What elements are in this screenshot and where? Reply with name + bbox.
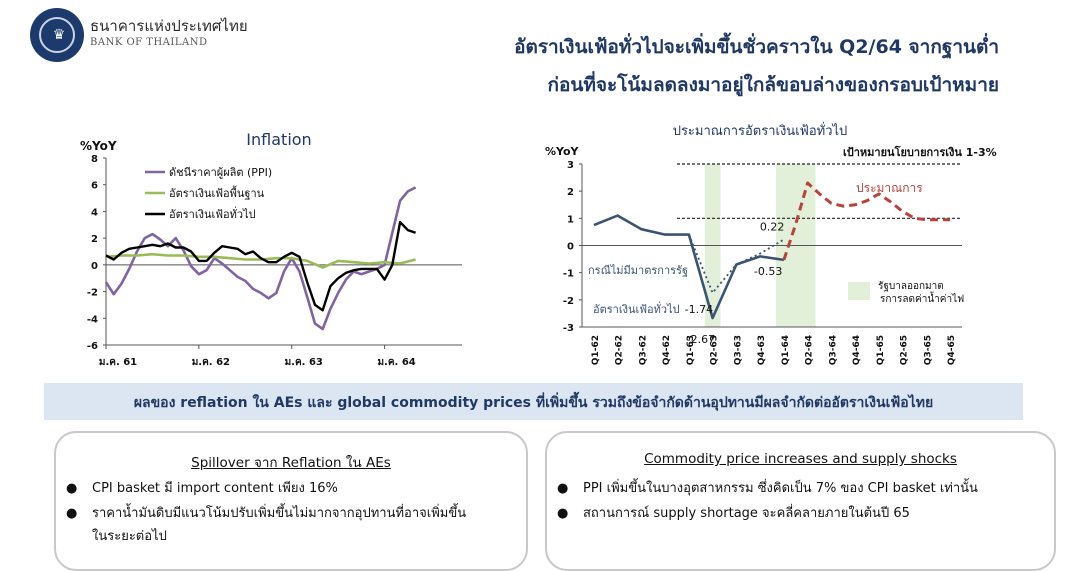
x-tick-label: Q2-65 [900,335,910,365]
bullet-text: CPI basket มี import content เพียง 16% [92,481,338,496]
legend-label-continued: รการลดค่าน้ำค่าไฟ [880,291,964,305]
bullet-text-continued: ในระยะต่อไป [92,529,167,544]
series-line [104,186,417,331]
y-tick-label: -6 [87,341,98,352]
x-tick-label: Q4-63 [757,335,767,365]
banner-text: ผลของ reflation ใน AEs และ global commod… [133,395,934,411]
bot-logo: ♛ [30,8,84,62]
x-tick-label: ม.ค. 62 [192,357,230,368]
y-tick-label: 0 [567,242,574,253]
y-tick-label: 2 [567,187,574,198]
org-name-th: ธนาคารแห่งประเทศไทย [90,17,248,35]
x-tick-label: Q1-63 [686,335,696,365]
legend-label: อัตราเงินเฟ้อพื้นฐาน [169,185,265,200]
series-line [688,234,785,294]
y-tick-label: -3 [563,323,574,334]
x-tick-label: ม.ค. 61 [99,357,137,368]
spillover-card: Spillover จาก Reflation ใน AEs ● CPI bask… [54,431,528,571]
logo-emblem: ♛ [39,17,75,53]
bullet-icon: ● [66,506,78,521]
bullet-text: PPI เพิ่มขึ้นในบางอุตสาหกรรม ซึ่งคิดเป็น… [583,481,978,496]
commodity-card-title: Commodity price increases and supply sho… [644,451,957,467]
series-line [782,181,951,261]
data-label: -2.67 [687,333,715,346]
legend-label: รัฐบาลออกมาต [878,281,944,292]
x-tick-label: Q3-62 [638,335,648,365]
y-tick-label: -4 [87,314,98,325]
x-tick-label: Q3-63 [733,335,743,365]
y-tick-label: 4 [91,207,98,218]
x-tick-label: Q3-64 [828,335,838,365]
headline-line1: อัตราเงินเฟ้อทั่วไปจะเพิ่มขึ้นชั่วคราวใน… [514,36,999,58]
spillover-card-title: Spillover จาก Reflation ใน AEs [191,455,391,471]
y-tick-label: 3 [567,160,574,171]
target-label: เป้าหมายนโยบายการเงิน 1-3% [843,145,997,159]
series-label: ประมาณการ [856,181,923,195]
series-label: กรณีไม่มีมาตรการรัฐ [588,264,688,277]
summary-banner: ผลของ reflation ใน AEs และ global commod… [44,383,1023,420]
x-tick-label: Q2-62 [615,335,625,365]
chart-title: ประมาณการอัตราเงินเฟ้อทั่วไป [673,122,848,139]
bullet-text: ราคาน้ำมันดิบมีแนวโน้มปรับเพิ่มขึ้นไม่มา… [92,506,467,521]
data-label: 0.22 [760,221,785,234]
bullet-icon: ● [557,481,569,496]
emblem-icon: ♛ [52,27,66,43]
x-tick-label: Q2-63 [710,335,720,365]
y-tick-label: 8 [91,154,98,165]
legend-label: อัตราเงินเฟ้อทั่วไป [169,206,256,221]
x-tick-label: Q1-64 [781,335,791,365]
legend-swatch [848,282,870,300]
x-tick-label: Q3-65 [923,335,933,365]
x-tick-label: Q1-62 [591,335,601,365]
list-item: ● สถานการณ์ supply shortage จะคลี่คลายภาย… [557,502,910,525]
y-tick-label: 2 [91,234,98,245]
series-label: อัตราเงินเฟ้อทั่วไป [593,301,680,316]
x-tick-label: Q4-65 [947,335,957,365]
y-tick-label: -2 [563,296,574,307]
x-tick-label: ม.ค. 64 [377,357,415,368]
y-tick-label: 0 [91,261,98,272]
x-tick-label: Q4-62 [662,335,672,365]
org-name-en: BANK OF THAILAND [90,37,208,48]
list-item: ● PPI เพิ่มขึ้นในบางอุตสาหกรรม ซึ่งคิดเป็… [557,477,978,500]
bullet-text: สถานการณ์ supply shortage จะคลี่คลายภายใ… [583,506,910,521]
x-tick-label: ม.ค. 63 [285,357,323,368]
x-tick-label: Q1-65 [876,335,886,365]
data-label: -0.53 [754,265,782,278]
bullet-icon: ● [66,481,78,496]
forecast-chart: ประมาณการอัตราเงินเฟ้อทั่วไป%YoY เป้าหมาย… [545,122,997,365]
y-tick-label: 6 [91,181,98,192]
y-axis-label: %YoY [80,139,117,153]
y-tick-label: -1 [563,269,574,280]
chart-title: Inflation [246,130,311,149]
legend-label: ดัชนีราคาผู้ผลิต (PPI) [169,166,272,179]
list-item: ● CPI basket มี import content เพียง 16% [66,477,338,500]
y-axis-label: %YoY [545,145,580,158]
list-item: ● ราคาน้ำมันดิบมีแนวโน้มปรับเพิ่มขึ้นไม่ม… [66,502,467,548]
x-tick-label: Q2-64 [805,335,815,365]
headline-line2: ก่อนที่จะโน้มลดลงมาอยู่ใกล้ขอบล่างของกรอ… [547,74,999,96]
y-tick-label: 1 [567,214,574,225]
x-tick-label: Q4-64 [852,335,862,365]
bullet-icon: ● [557,506,569,521]
series-line [105,220,416,312]
commodity-card: Commodity price increases and supply sho… [545,431,1056,571]
y-tick-label: -2 [87,288,98,299]
data-label: -1.74 [685,303,713,316]
